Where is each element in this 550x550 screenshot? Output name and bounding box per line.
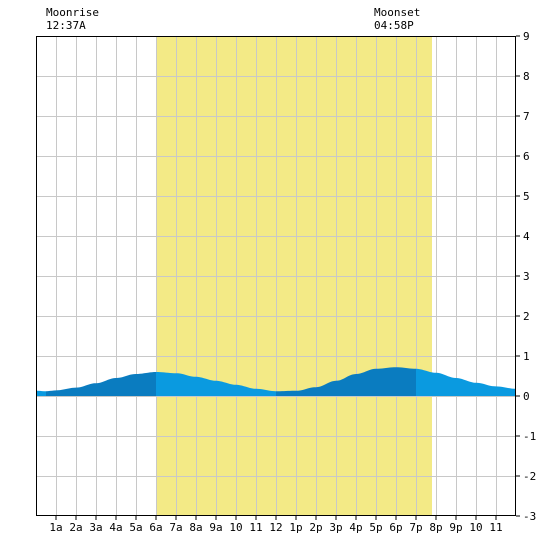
x-axis-ticks: 1a 2a 3a 4a 5a 6a 7a 8a 9a 10 11 12 1p 2p 3p 4p 5p 6p 7p 8p…: [49, 516, 503, 534]
x-tick-label: 4p: [349, 521, 362, 534]
moonset-label: Moonset: [374, 6, 421, 19]
y-axis-ticks: 9 8 7 6 5 4 3 2 1 0 -1 -2 -3: [516, 30, 536, 523]
y-tick-label: 4: [523, 230, 530, 243]
tide-area-rising: [46, 372, 156, 396]
x-tick-label: 11: [489, 521, 502, 534]
x-tick-label: 6a: [149, 521, 162, 534]
y-tick-label: 5: [523, 190, 530, 203]
x-tick-label: 8p: [429, 521, 442, 534]
y-tick-label: 9: [523, 30, 530, 43]
x-tick-label: 9p: [449, 521, 462, 534]
x-tick-label: 6p: [389, 521, 402, 534]
x-tick-label: 7a: [169, 521, 182, 534]
x-tick-label: 7p: [409, 521, 422, 534]
x-tick-label: 10: [469, 521, 482, 534]
x-tick-label: 11: [249, 521, 262, 534]
moonset-time: 04:58P: [374, 19, 414, 32]
plot-frame: [36, 36, 516, 516]
tide-area-falling: [156, 372, 276, 396]
y-tick-label: 2: [523, 310, 530, 323]
x-tick-label: 2a: [69, 521, 82, 534]
tide-series: [36, 367, 516, 396]
moonrise-time: 12:37A: [46, 19, 86, 32]
plot-border: [36, 36, 516, 516]
x-tick-label: 4a: [109, 521, 122, 534]
x-tick-label: 8a: [189, 521, 202, 534]
x-tick-label: 3p: [329, 521, 342, 534]
y-tick-label: -2: [523, 470, 536, 483]
grid-lines: [36, 36, 516, 516]
x-tick-label: 1a: [49, 521, 62, 534]
x-tick-label: 5a: [129, 521, 142, 534]
x-tick-label: 3a: [89, 521, 102, 534]
y-tick-label: -1: [523, 430, 536, 443]
tide-area-rising: [276, 367, 416, 396]
x-tick-label: 5p: [369, 521, 382, 534]
y-tick-label: 0: [523, 390, 530, 403]
x-tick-label: 1p: [289, 521, 302, 534]
tide-area-falling: [416, 368, 516, 396]
y-tick-label: 3: [523, 270, 530, 283]
y-tick-label: 8: [523, 70, 530, 83]
x-tick-label: 12: [269, 521, 282, 534]
x-tick-label: 10: [229, 521, 242, 534]
x-tick-label: 9a: [209, 521, 222, 534]
y-tick-label: -3: [523, 510, 536, 523]
y-tick-label: 6: [523, 150, 530, 163]
tide-area-falling: [36, 390, 46, 396]
x-tick-label: 2p: [309, 521, 322, 534]
y-tick-label: 1: [523, 350, 530, 363]
y-tick-label: 7: [523, 110, 530, 123]
moonrise-label: Moonrise: [46, 6, 99, 19]
